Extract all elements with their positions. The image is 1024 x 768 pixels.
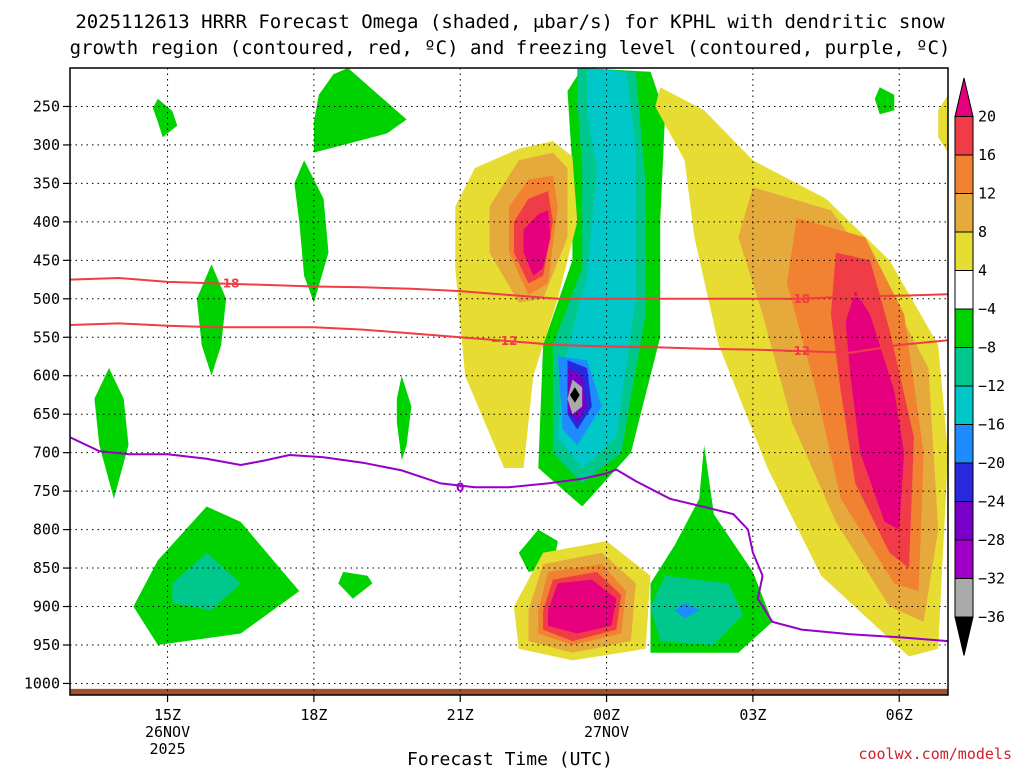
- colorbar-label-11: −28: [978, 531, 1005, 549]
- y-tick-label-750: 750: [33, 482, 60, 500]
- y-tick-label-850: 850: [33, 559, 60, 577]
- terrain-fill: [70, 688, 948, 695]
- contour-line-2: [70, 436, 948, 643]
- omega-region-5: [396, 375, 412, 461]
- colorbar-label-4: 4: [978, 262, 987, 280]
- y-tick-label-800: 800: [33, 521, 60, 539]
- colorbar-segment-1: [954, 116, 974, 156]
- contour-line-0: [70, 276, 948, 300]
- x-tick-label-15Z: 15Z: [154, 706, 181, 724]
- y-axis: 250 300 350 400 450 500 550 600 650 700 750 800 850 9…: [24, 97, 70, 692]
- title-line-2: growth region (contoured, red, ºC) and f…: [70, 37, 951, 59]
- y-tick-label-1000: 1000: [24, 674, 60, 692]
- x-axis-title: Forecast Time (UTC): [407, 749, 613, 768]
- omega-region-0: [313, 68, 407, 153]
- contour-label-1-0: −12: [491, 334, 518, 348]
- colorbar-bottom-triangle: [954, 616, 974, 656]
- y-tick-label-350: 350: [33, 174, 60, 192]
- colorbar-label-3: 8: [978, 223, 987, 241]
- y-tick-label-900: 900: [33, 598, 60, 616]
- colorbar-segment-12: [954, 539, 974, 579]
- omega-region-24: [938, 94, 948, 153]
- colorbar-segment-7: [954, 347, 974, 387]
- colorbar: 20 16 12 8 4 −4 −8 −12 −16 −20 −24 −28 −32 −36: [954, 77, 1005, 656]
- x-tick-label-03Z: 03Z: [739, 706, 766, 724]
- x-tick-label-00Z: 00Z: [593, 706, 620, 724]
- contour-label-2-0: 0: [456, 480, 464, 494]
- credit-text: coolwx.com/models: [858, 745, 1012, 763]
- colorbar-segment-6: [954, 308, 974, 348]
- colorbar-label-13: −36: [978, 608, 1005, 626]
- y-tick-label-450: 450: [33, 251, 60, 269]
- colorbar-top-triangle: [954, 77, 974, 117]
- y-tick-label-500: 500: [33, 290, 60, 308]
- colorbar-label-5: −4: [978, 300, 996, 318]
- x-tick-year-15Z: 2025: [149, 740, 185, 758]
- colorbar-segment-3: [954, 193, 974, 233]
- contour-label-0-0: −18: [213, 276, 240, 290]
- colorbar-segment-9: [954, 424, 974, 464]
- colorbar-label-12: −32: [978, 570, 1005, 588]
- omega-region-7: [338, 571, 373, 599]
- x-tick-label-06Z: 06Z: [886, 706, 913, 724]
- chart-title: 2025112613 HRRR Forecast Omega (shaded, …: [70, 11, 951, 59]
- y-tick-label-600: 600: [33, 367, 60, 385]
- colorbar-label-1: 16: [978, 146, 996, 164]
- omega-region-2: [294, 160, 329, 303]
- terrain-band: [70, 688, 948, 695]
- plot-frame: [69, 67, 949, 696]
- y-tick-label-300: 300: [33, 136, 60, 154]
- colorbar-label-8: −16: [978, 416, 1005, 434]
- y-tick-label-550: 550: [33, 328, 60, 346]
- title-line-1: 2025112613 HRRR Forecast Omega (shaded, …: [75, 11, 945, 33]
- omega-shading: [94, 68, 948, 661]
- omega-region-11: [874, 87, 895, 115]
- omega-region-12: [172, 552, 241, 611]
- omega-region-35: [523, 210, 551, 276]
- colorbar-label-9: −20: [978, 454, 1005, 472]
- colorbar-label-6: −8: [978, 339, 996, 357]
- y-tick-label-400: 400: [33, 213, 60, 231]
- colorbar-label-10: −24: [978, 493, 1005, 511]
- contour-line-1: [70, 322, 948, 354]
- temperature-contours: −18 −18 −12 −12 0: [70, 276, 948, 643]
- contour-label-0-1: −18: [783, 292, 810, 306]
- omega-region-21: [570, 387, 580, 403]
- x-tick-date-15Z: 26NOV: [145, 723, 190, 741]
- omega-region-3: [196, 264, 227, 376]
- x-tick-date-00Z: 27NOV: [584, 723, 629, 741]
- colorbar-segment-5: [954, 270, 974, 310]
- y-tick-label-950: 950: [33, 636, 60, 654]
- contour-label-1-1: −12: [783, 344, 810, 358]
- colorbar-segment-11: [954, 501, 974, 541]
- grid-lines: [70, 68, 948, 695]
- colorbar-segment-13: [954, 578, 974, 618]
- y-tick-label-650: 650: [33, 405, 60, 423]
- omega-region-1: [152, 98, 178, 138]
- colorbar-segment-8: [954, 385, 974, 425]
- x-tick-label-18Z: 18Z: [300, 706, 327, 724]
- y-tick-label-250: 250: [33, 97, 60, 115]
- colorbar-label-0: 20: [978, 108, 996, 126]
- omega-region-4: [94, 368, 129, 499]
- y-tick-label-700: 700: [33, 444, 60, 462]
- colorbar-segment-10: [954, 462, 974, 502]
- colorbar-segment-4: [954, 231, 974, 271]
- colorbar-segment-2: [954, 154, 974, 194]
- colorbar-label-2: 12: [978, 185, 996, 203]
- x-tick-label-21Z: 21Z: [447, 706, 474, 724]
- colorbar-label-7: −12: [978, 377, 1005, 395]
